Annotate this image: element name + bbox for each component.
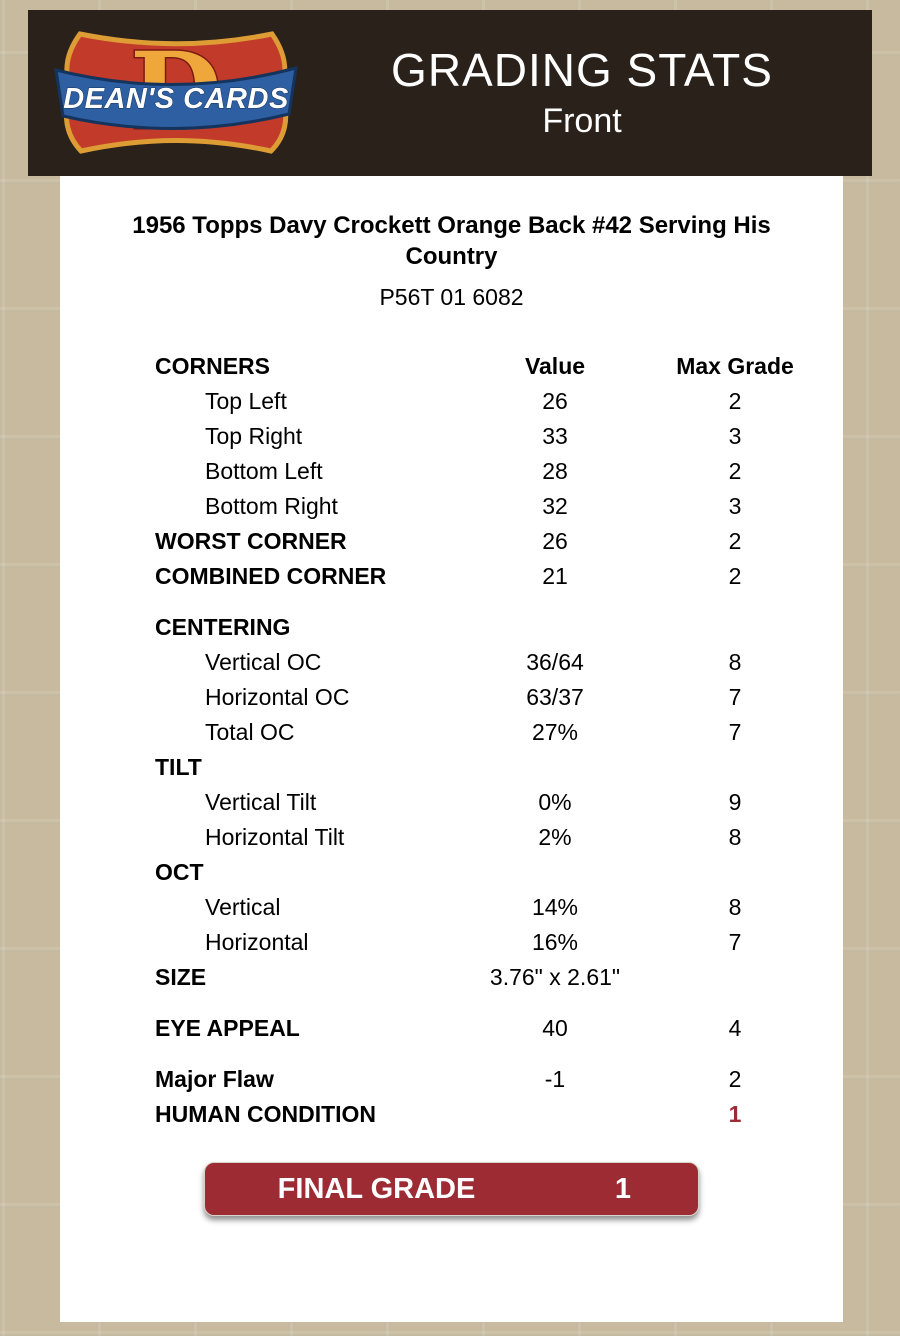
cell-max: 3	[728, 493, 742, 519]
page-subtitle: Front	[542, 101, 622, 140]
cell-value: 26	[542, 528, 568, 554]
table-row: CORNERS Value Max Grade	[155, 349, 843, 384]
cell-value: 63/37	[526, 684, 584, 710]
cell-value: -1	[544, 1066, 566, 1092]
cell-value: 40	[542, 1015, 568, 1041]
stats-table: CORNERS Value Max Grade Top Left 26 2 Top Righ…	[60, 349, 843, 1132]
cell-max: 7	[728, 929, 742, 955]
cell-max: 8	[728, 824, 742, 850]
logo-brand-text: DEAN'S CARDS	[63, 83, 289, 115]
header-titles: GRADING STATS Front	[302, 45, 872, 141]
cell-max: 2	[728, 1066, 742, 1092]
cell-value: 36/64	[526, 649, 584, 675]
header-bar: D DEAN'S CARDS GRADING STATS Front	[28, 10, 872, 176]
table-row: Horizontal 16% 7	[155, 925, 843, 960]
cell-label: SIZE	[155, 964, 207, 990]
cell-label: Vertical Tilt	[205, 789, 317, 815]
table-row: Top Left 26 2	[155, 384, 843, 419]
page-title: GRADING STATS	[391, 44, 773, 97]
cell-value: 14%	[531, 894, 579, 920]
cell-max: 2	[728, 458, 742, 484]
cell-label: CENTERING	[155, 614, 291, 640]
cell-max: 7	[728, 684, 742, 710]
cell-max: 2	[728, 528, 742, 554]
table-row: EYE APPEAL 40 4	[155, 1011, 843, 1046]
card-item-title: 1956 Topps Davy Crockett Orange Back #42…	[132, 212, 771, 270]
cell-max: 7	[728, 719, 742, 745]
cell-label: Vertical	[205, 894, 281, 920]
table-row: Vertical 14% 8	[155, 890, 843, 925]
deans-cards-logo-graphic: D DEAN'S CARDS	[54, 27, 298, 155]
cell-value: 32	[542, 493, 568, 519]
table-row: COMBINED CORNER 21 2	[155, 559, 843, 594]
table-row: Top Right 33 3	[155, 419, 843, 454]
cell-value: 3.76" x 2.61"	[489, 964, 621, 990]
cell-label: COMBINED CORNER	[155, 563, 387, 589]
table-row: OCT	[155, 855, 843, 890]
cell-label: TILT	[155, 754, 202, 780]
final-grade-value: 1	[614, 1172, 632, 1205]
cell-label: HUMAN CONDITION	[155, 1101, 377, 1127]
table-row: Vertical Tilt 0% 9	[155, 785, 843, 820]
cell-value: 28	[542, 458, 568, 484]
cell-value: 16%	[531, 929, 579, 955]
table-row: SIZE 3.76" x 2.61"	[155, 960, 843, 995]
final-grade-label: FINAL GRADE	[277, 1172, 476, 1205]
cell-label: Bottom Right	[205, 493, 338, 519]
cell-value: 27%	[531, 719, 579, 745]
cell-value: 21	[542, 563, 568, 589]
stats-card: 1956 Topps Davy Crockett Orange Back #42…	[60, 176, 843, 1322]
cell-label: Horizontal Tilt	[205, 824, 345, 850]
table-row: WORST CORNER 26 2	[155, 524, 843, 559]
table-row: HUMAN CONDITION 1	[155, 1097, 843, 1132]
cell-max: 8	[728, 894, 742, 920]
cell-label: Bottom Left	[205, 458, 323, 484]
deans-cards-logo: D DEAN'S CARDS	[50, 24, 302, 162]
table-row: Vertical OC 36/64 8	[155, 645, 843, 680]
cell-value: Value	[524, 353, 586, 379]
cell-max: 2	[728, 388, 742, 414]
cell-label: EYE APPEAL	[155, 1015, 300, 1041]
cell-label: CORNERS	[155, 353, 271, 379]
table-row: CENTERING	[155, 610, 843, 645]
table-row: Bottom Left 28 2	[155, 454, 843, 489]
cell-label: Top Left	[205, 388, 287, 414]
cell-value: 0%	[538, 789, 572, 815]
table-row: Horizontal Tilt 2% 8	[155, 820, 843, 855]
table-row: Horizontal OC 63/37 7	[155, 680, 843, 715]
cell-max: Max Grade	[676, 353, 794, 379]
table-row: Major Flaw -1 2	[155, 1062, 843, 1097]
cell-label: Horizontal	[205, 929, 309, 955]
table-row: Bottom Right 32 3	[155, 489, 843, 524]
cell-label: Major Flaw	[155, 1066, 274, 1092]
card-serial-number: P56T 01 6082	[379, 284, 524, 310]
cell-label: OCT	[155, 859, 204, 885]
cell-value: 26	[542, 388, 568, 414]
cell-max: 3	[728, 423, 742, 449]
logo-ribbon-shape	[54, 65, 298, 130]
cell-max: 1	[728, 1101, 742, 1127]
cell-label: Total OC	[205, 719, 295, 745]
cell-label: WORST CORNER	[155, 528, 347, 554]
table-row: TILT	[155, 750, 843, 785]
cell-max: 4	[728, 1015, 742, 1041]
cell-value: 33	[542, 423, 568, 449]
cell-label: Horizontal OC	[205, 684, 350, 710]
table-row: Total OC 27% 7	[155, 715, 843, 750]
cell-label: Vertical OC	[205, 649, 322, 675]
cell-max: 8	[728, 649, 742, 675]
cell-label: Top Right	[205, 423, 303, 449]
cell-max: 9	[728, 789, 742, 815]
final-grade-badge: FINAL GRADE 1	[204, 1162, 699, 1216]
cell-max: 2	[728, 563, 742, 589]
cell-value: 2%	[538, 824, 572, 850]
